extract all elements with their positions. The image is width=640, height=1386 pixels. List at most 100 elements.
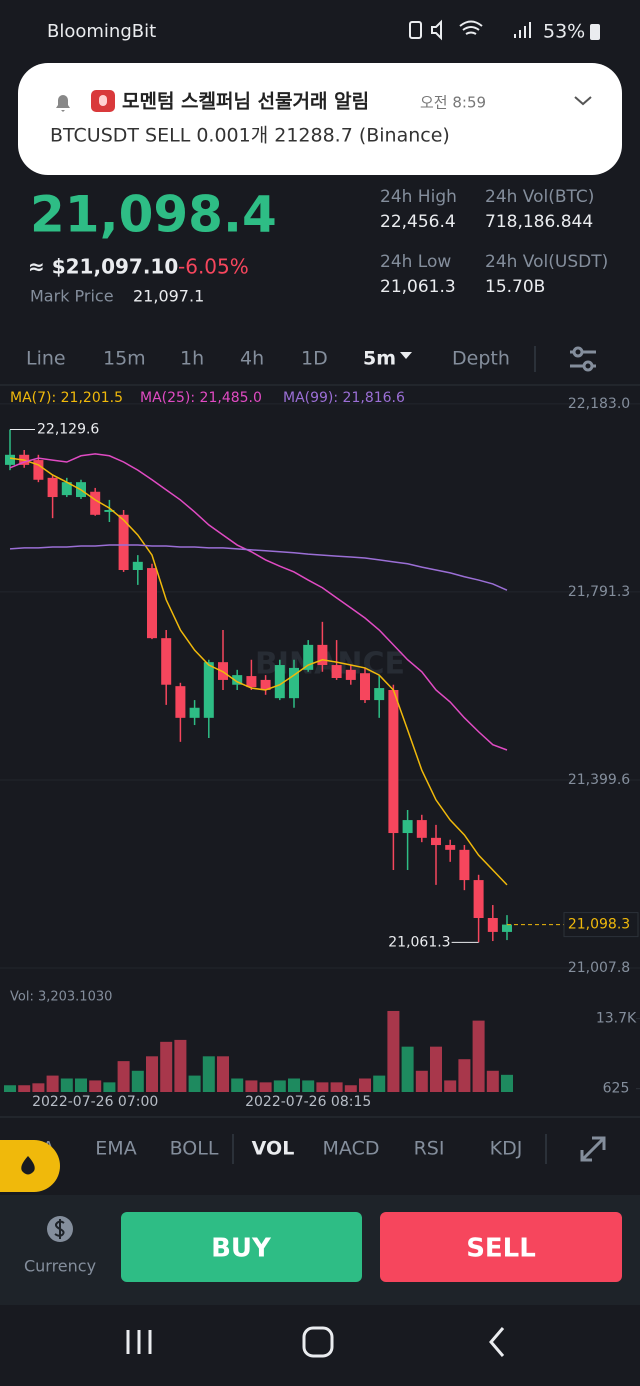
- candle-body: [445, 845, 456, 850]
- x-tick-label: 2022-07-26 08:15: [245, 1094, 371, 1110]
- volume-bar: [259, 1082, 272, 1092]
- sell-label[interactable]: SELL: [466, 1234, 536, 1264]
- candle-body: [118, 514, 129, 570]
- volume-title: Vol: 3,203.1030: [10, 990, 112, 1005]
- y-tick-label: 21,007.8: [568, 960, 630, 976]
- candle-body: [203, 662, 214, 718]
- candle-body: [374, 688, 385, 701]
- volume-bar: [430, 1046, 442, 1092]
- volume-bar: [217, 1056, 229, 1092]
- indicator-tab[interactable]: MACD: [323, 1138, 380, 1160]
- dollar-glyph: [54, 1219, 65, 1239]
- legend-entry: MA(7): 21,201.5: [10, 390, 123, 406]
- volume-bar: [316, 1082, 329, 1092]
- candle-body: [289, 667, 299, 699]
- buy-button[interactable]: [121, 1212, 362, 1282]
- home[interactable]: [302, 1326, 334, 1358]
- flame-icon: [21, 1156, 35, 1175]
- candle-body: [402, 820, 413, 834]
- stat-value: 21,061.3: [380, 277, 456, 297]
- volume-bar: [401, 1046, 414, 1092]
- candle-body: [104, 510, 115, 512]
- volume-bar: [174, 1039, 187, 1092]
- interval-tab[interactable]: 5m: [363, 348, 396, 370]
- interval-tabs: Line 15m 1h 4h 1D 5m Depth: [26, 348, 510, 370]
- currency[interactable]: Currency: [24, 1257, 96, 1276]
- candle-body: [388, 690, 399, 834]
- volume-bar: [60, 1078, 73, 1092]
- candle-body: [303, 644, 314, 670]
- volume-bar: [131, 1070, 144, 1092]
- last-price-box: [563, 912, 639, 938]
- candle-body: [175, 686, 186, 718]
- stat-label: 24h High: [380, 187, 457, 207]
- ma-line: [9, 457, 508, 886]
- volume-bar: [231, 1078, 244, 1092]
- stat-label: 24h Vol(BTC): [485, 187, 594, 207]
- indicator-tab[interactable]: BOLL: [170, 1138, 219, 1160]
- interval-tab[interactable]: 1D: [301, 348, 328, 370]
- back[interactable]: [489, 1327, 505, 1357]
- last-price: 21,098.4: [30, 186, 277, 244]
- stat-label: 24h Low: [380, 252, 451, 272]
- x-tick-label: 2022-07-26 07:00: [32, 1094, 158, 1110]
- interval-tab[interactable]: 15m: [103, 348, 146, 370]
- volume-bar: [288, 1078, 300, 1092]
- stat-label: 24h Vol(USDT): [485, 252, 608, 272]
- sell-button[interactable]: [380, 1212, 622, 1282]
- volume-bar: [373, 1075, 386, 1092]
- volume-bar: [32, 1083, 45, 1092]
- candle-body: [260, 679, 271, 690]
- y-tick-label: 21,791.3: [568, 584, 630, 600]
- volume-bar: [444, 1080, 457, 1092]
- candle-body: [487, 918, 498, 932]
- volume-bar: [486, 1070, 499, 1092]
- bell-icon: [56, 95, 70, 112]
- battery-icon: [590, 24, 600, 40]
- candle-body: [246, 676, 257, 688]
- candle-body: [345, 669, 356, 680]
- volume-bar: [458, 1059, 471, 1092]
- volume-bar: [273, 1080, 286, 1092]
- indicator-tab[interactable]: KDJ: [490, 1138, 523, 1160]
- interval-tab[interactable]: Line: [26, 348, 66, 370]
- ma-line: [9, 544, 508, 591]
- candle-body: [33, 460, 44, 480]
- candle-body: [274, 665, 285, 699]
- indicator-tab[interactable]: VOL: [252, 1138, 295, 1160]
- candle-body: [416, 820, 427, 838]
- notification-title: 모멘텀 스켈퍼님 선물거래 알림: [122, 91, 369, 113]
- candle-body: [189, 707, 200, 718]
- volume-bar: [359, 1078, 371, 1092]
- y-tick-label: 13.7K: [596, 1011, 637, 1027]
- candle-body: [459, 849, 470, 881]
- notification-card[interactable]: [18, 63, 622, 175]
- volume-bar: [75, 1078, 87, 1092]
- expand-icon[interactable]: [580, 1136, 606, 1162]
- volume-bar: [46, 1075, 59, 1092]
- min-label: 21,061.3: [388, 934, 450, 950]
- settings-icon[interactable]: [570, 346, 596, 372]
- indicator-tab[interactable]: RSI: [414, 1138, 445, 1160]
- recents[interactable]: [126, 1330, 152, 1354]
- buy-label[interactable]: BUY: [211, 1234, 272, 1264]
- expand-chevron[interactable]: [574, 96, 592, 106]
- interval-tab[interactable]: Depth: [452, 348, 510, 370]
- candle-body: [331, 665, 342, 678]
- legend-entry: MA(25): 21,485.0: [140, 390, 262, 406]
- price-chart: BINANCE22,183.021,791.321,399.621,007.8M…: [0, 390, 640, 976]
- stats: 24h High 22,456.4 24h Vol(BTC) 718,186.844 2…: [380, 187, 608, 297]
- interval-tab[interactable]: 1h: [180, 348, 204, 370]
- legend-entry: MA(99): 21,816.6: [283, 390, 405, 406]
- ma-line: [9, 453, 508, 751]
- indicator-tab[interactable]: EMA: [95, 1138, 136, 1160]
- interval-tab[interactable]: 4h: [240, 348, 264, 370]
- notification-body: BTCUSDT SELL 0.001개 21288.7 (Binance): [50, 125, 450, 147]
- volume-bar: [302, 1080, 315, 1092]
- volume-bar: [387, 1010, 400, 1092]
- change: -6.05%: [178, 255, 249, 279]
- indicator-tabs: MAEMABOLLVOLMACDRSIKDJ: [25, 1138, 522, 1160]
- volume-bar: [188, 1075, 201, 1092]
- last-price-label: 21,098.3: [568, 917, 630, 933]
